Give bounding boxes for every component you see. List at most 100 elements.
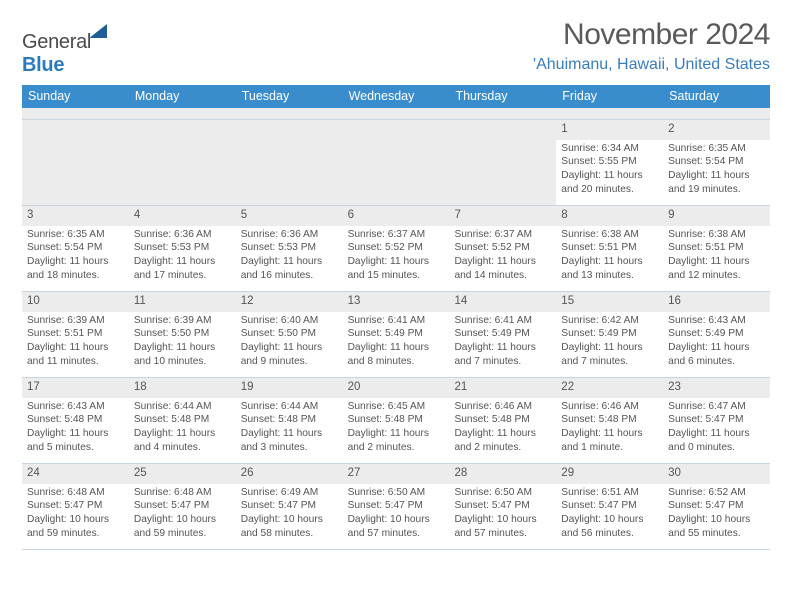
sunset-text: Sunset: 5:55 PM xyxy=(561,155,658,169)
day-number: 25 xyxy=(129,464,236,484)
weekday-header: Tuesday xyxy=(236,85,343,108)
day-cell: 25Sunrise: 6:48 AMSunset: 5:47 PMDayligh… xyxy=(129,464,236,550)
daylight-text: Daylight: 11 hours and 13 minutes. xyxy=(561,255,658,283)
weekday-header: Sunday xyxy=(22,85,129,108)
sunset-text: Sunset: 5:48 PM xyxy=(348,413,445,427)
sunrise-text: Sunrise: 6:48 AM xyxy=(134,486,231,500)
day-number: 4 xyxy=(129,206,236,226)
daylight-text: Daylight: 11 hours and 0 minutes. xyxy=(668,427,765,455)
weekday-header: Monday xyxy=(129,85,236,108)
day-number: 30 xyxy=(663,464,770,484)
day-cell: 29Sunrise: 6:51 AMSunset: 5:47 PMDayligh… xyxy=(556,464,663,550)
daylight-text: Daylight: 10 hours and 56 minutes. xyxy=(561,513,658,541)
daylight-text: Daylight: 11 hours and 4 minutes. xyxy=(134,427,231,455)
day-cell: 30Sunrise: 6:52 AMSunset: 5:47 PMDayligh… xyxy=(663,464,770,550)
day-number: 27 xyxy=(343,464,450,484)
sunset-text: Sunset: 5:47 PM xyxy=(27,499,124,513)
daylight-text: Daylight: 11 hours and 18 minutes. xyxy=(27,255,124,283)
day-number: 12 xyxy=(236,292,343,312)
daylight-text: Daylight: 11 hours and 19 minutes. xyxy=(668,169,765,197)
sunrise-text: Sunrise: 6:35 AM xyxy=(27,228,124,242)
daylight-text: Daylight: 11 hours and 20 minutes. xyxy=(561,169,658,197)
day-number: 26 xyxy=(236,464,343,484)
day-cell: 1Sunrise: 6:34 AMSunset: 5:55 PMDaylight… xyxy=(556,120,663,206)
day-number: 9 xyxy=(663,206,770,226)
brand-part2: Blue xyxy=(22,54,64,76)
daylight-text: Daylight: 10 hours and 55 minutes. xyxy=(668,513,765,541)
day-number: 13 xyxy=(343,292,450,312)
brand-logo: General Blue xyxy=(22,18,107,77)
title-block: November 2024 'Ahuimanu, Hawaii, United … xyxy=(533,18,770,74)
week-row: 3Sunrise: 6:35 AMSunset: 5:54 PMDaylight… xyxy=(22,206,770,292)
day-cell: 21Sunrise: 6:46 AMSunset: 5:48 PMDayligh… xyxy=(449,378,556,464)
sunset-text: Sunset: 5:49 PM xyxy=(668,327,765,341)
sunrise-text: Sunrise: 6:34 AM xyxy=(561,142,658,156)
weekday-header: Friday xyxy=(556,85,663,108)
sunrise-text: Sunrise: 6:40 AM xyxy=(241,314,338,328)
day-number: 2 xyxy=(663,120,770,140)
daylight-text: Daylight: 10 hours and 57 minutes. xyxy=(454,513,551,541)
day-cell: 22Sunrise: 6:46 AMSunset: 5:48 PMDayligh… xyxy=(556,378,663,464)
sunset-text: Sunset: 5:53 PM xyxy=(134,241,231,255)
weekday-header: Thursday xyxy=(449,85,556,108)
spacer-row xyxy=(22,108,770,120)
sunrise-text: Sunrise: 6:39 AM xyxy=(27,314,124,328)
sunset-text: Sunset: 5:48 PM xyxy=(454,413,551,427)
triangle-icon xyxy=(89,24,107,38)
sunrise-text: Sunrise: 6:43 AM xyxy=(668,314,765,328)
day-number: 17 xyxy=(22,378,129,398)
sunset-text: Sunset: 5:50 PM xyxy=(241,327,338,341)
day-number: 19 xyxy=(236,378,343,398)
sunrise-text: Sunrise: 6:36 AM xyxy=(241,228,338,242)
sunset-text: Sunset: 5:48 PM xyxy=(27,413,124,427)
daylight-text: Daylight: 10 hours and 59 minutes. xyxy=(27,513,124,541)
sunrise-text: Sunrise: 6:50 AM xyxy=(454,486,551,500)
location-subtitle: 'Ahuimanu, Hawaii, United States xyxy=(533,56,770,74)
daylight-text: Daylight: 11 hours and 9 minutes. xyxy=(241,341,338,369)
day-number: 10 xyxy=(22,292,129,312)
month-title: November 2024 xyxy=(533,18,770,52)
sunrise-text: Sunrise: 6:38 AM xyxy=(561,228,658,242)
sunset-text: Sunset: 5:51 PM xyxy=(561,241,658,255)
sunrise-text: Sunrise: 6:42 AM xyxy=(561,314,658,328)
daylight-text: Daylight: 11 hours and 14 minutes. xyxy=(454,255,551,283)
sunrise-text: Sunrise: 6:52 AM xyxy=(668,486,765,500)
sunset-text: Sunset: 5:48 PM xyxy=(241,413,338,427)
sunrise-text: Sunrise: 6:45 AM xyxy=(348,400,445,414)
sunrise-text: Sunrise: 6:44 AM xyxy=(241,400,338,414)
brand-part1: General xyxy=(22,31,91,53)
day-number: 28 xyxy=(449,464,556,484)
day-cell: 14Sunrise: 6:41 AMSunset: 5:49 PMDayligh… xyxy=(449,292,556,378)
sunset-text: Sunset: 5:47 PM xyxy=(668,413,765,427)
calendar-page: General Blue November 2024 'Ahuimanu, Ha… xyxy=(0,0,792,570)
day-cell: 4Sunrise: 6:36 AMSunset: 5:53 PMDaylight… xyxy=(129,206,236,292)
daylight-text: Daylight: 11 hours and 7 minutes. xyxy=(454,341,551,369)
weekday-header: Saturday xyxy=(663,85,770,108)
day-number: 22 xyxy=(556,378,663,398)
sunset-text: Sunset: 5:51 PM xyxy=(27,327,124,341)
day-cell: 17Sunrise: 6:43 AMSunset: 5:48 PMDayligh… xyxy=(22,378,129,464)
day-number: 8 xyxy=(556,206,663,226)
daylight-text: Daylight: 11 hours and 3 minutes. xyxy=(241,427,338,455)
day-number: 23 xyxy=(663,378,770,398)
sunrise-text: Sunrise: 6:37 AM xyxy=(454,228,551,242)
day-cell: 3Sunrise: 6:35 AMSunset: 5:54 PMDaylight… xyxy=(22,206,129,292)
day-number: 7 xyxy=(449,206,556,226)
calendar-grid: SundayMondayTuesdayWednesdayThursdayFrid… xyxy=(22,85,770,550)
day-number: 3 xyxy=(22,206,129,226)
day-cell xyxy=(129,120,236,206)
daylight-text: Daylight: 11 hours and 2 minutes. xyxy=(454,427,551,455)
sunset-text: Sunset: 5:51 PM xyxy=(668,241,765,255)
sunset-text: Sunset: 5:49 PM xyxy=(454,327,551,341)
sunrise-text: Sunrise: 6:48 AM xyxy=(27,486,124,500)
day-cell: 23Sunrise: 6:47 AMSunset: 5:47 PMDayligh… xyxy=(663,378,770,464)
day-cell: 15Sunrise: 6:42 AMSunset: 5:49 PMDayligh… xyxy=(556,292,663,378)
day-cell: 7Sunrise: 6:37 AMSunset: 5:52 PMDaylight… xyxy=(449,206,556,292)
sunset-text: Sunset: 5:47 PM xyxy=(454,499,551,513)
daylight-text: Daylight: 11 hours and 8 minutes. xyxy=(348,341,445,369)
sunrise-text: Sunrise: 6:46 AM xyxy=(454,400,551,414)
sunset-text: Sunset: 5:52 PM xyxy=(348,241,445,255)
weeks-container: 1Sunrise: 6:34 AMSunset: 5:55 PMDaylight… xyxy=(22,120,770,550)
sunrise-text: Sunrise: 6:36 AM xyxy=(134,228,231,242)
day-cell xyxy=(236,120,343,206)
